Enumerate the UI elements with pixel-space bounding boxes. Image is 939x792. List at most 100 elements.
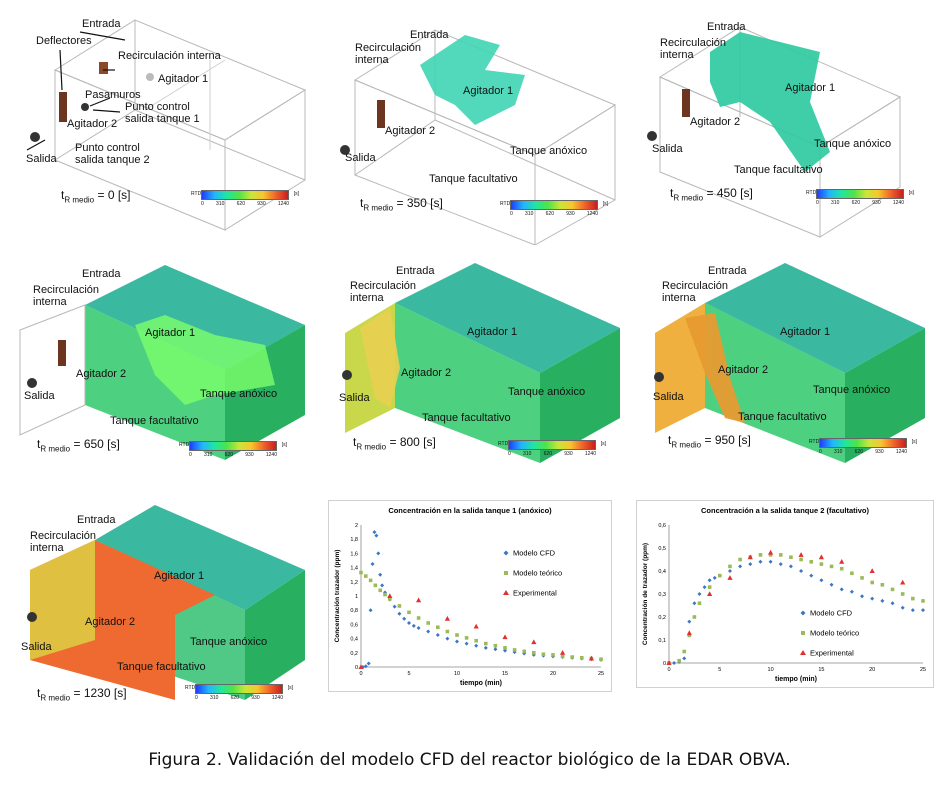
label-deflectores: Deflectores (36, 35, 92, 47)
legend-label: Experimental (810, 649, 854, 658)
data-point (880, 583, 885, 587)
label-entrada: Entrada (707, 21, 746, 33)
data-point (702, 585, 707, 590)
data-point (666, 660, 672, 665)
data-point (368, 578, 373, 583)
y-tick-label: 0,6 (658, 523, 666, 529)
data-point (370, 562, 375, 567)
data-point (738, 564, 743, 569)
data-point (798, 552, 804, 557)
data-point (890, 587, 895, 592)
data-point (819, 562, 824, 566)
data-point (599, 657, 603, 661)
data-point (416, 625, 421, 630)
data-point (378, 588, 382, 593)
data-point (839, 566, 844, 571)
label-entrada: Entrada (396, 265, 435, 277)
y-tick-label: 0,3 (658, 592, 666, 598)
data-point (900, 592, 905, 596)
rtd-colorbar: RTD [s] 0 310 620 930 1240 (806, 189, 914, 206)
data-point (364, 574, 368, 578)
y-axis-label: Concentración trazador (ppm) (334, 550, 341, 643)
data-point (374, 533, 379, 538)
data-point (860, 576, 864, 580)
x-axis-label: tiempo (min) (775, 676, 817, 683)
x-tick-label: 15 (502, 671, 508, 677)
data-point (560, 654, 565, 659)
data-point (380, 583, 385, 588)
data-point (911, 596, 915, 601)
x-tick-label: 5 (718, 667, 721, 673)
data-point (707, 585, 712, 589)
data-point (416, 597, 422, 603)
data-point (541, 652, 546, 657)
data-point (768, 553, 773, 557)
panel-t0: Entrada Deflectores Recirculación intern… (15, 10, 315, 240)
label-agitador1: Agitador 1 (463, 85, 514, 97)
legend-label: Modelo teórico (513, 569, 562, 578)
data-point (387, 593, 393, 598)
label-agitador1: Agitador 1 (145, 327, 196, 339)
label-agitador2: Agitador 2 (718, 364, 769, 376)
data-point (921, 599, 925, 603)
legend-label: Modelo CFD (810, 609, 853, 618)
data-point (532, 651, 536, 655)
data-point (483, 645, 488, 650)
data-point (738, 557, 742, 562)
data-point (484, 641, 488, 646)
label-tanque-anoxico: Tanque anóxico (814, 138, 892, 150)
data-point (473, 623, 479, 629)
panel-t650: Entrada Recirculación interna Agitador 1… (15, 255, 315, 485)
label-agitador2: Agitador 2 (76, 368, 127, 380)
x-axis-label: tiempo (min) (460, 680, 502, 687)
x-tick-label: 5 (407, 671, 410, 677)
panel-t450: Entrada Recirculación interna Agitador 1… (630, 12, 930, 242)
data-point (359, 570, 363, 575)
data-point (682, 649, 687, 654)
y-tick-label: 0,2 (350, 651, 358, 657)
chart-svg: Concentración en la salida tanque 1 (anó… (334, 506, 604, 687)
data-point (869, 568, 875, 573)
data-point (697, 592, 702, 596)
data-point (788, 564, 793, 569)
data-point (692, 615, 697, 619)
data-point (712, 575, 717, 580)
label-recirculacion: Recirculación interna (662, 280, 729, 304)
label-entrada: Entrada (77, 514, 116, 526)
data-point (849, 589, 854, 594)
y-tick-label: 0,6 (350, 622, 358, 628)
label-recirculacion: Recirculación interna (350, 280, 417, 304)
label-tanque-facultativo: Tanque facultativo (738, 411, 827, 423)
data-point (445, 636, 450, 641)
data-point (560, 650, 566, 655)
y-tick-label: 0,4 (658, 569, 666, 575)
data-point (376, 551, 381, 556)
label-agitador1: Agitador 1 (158, 73, 209, 85)
time-label: tR medio = 0 [s] (61, 188, 131, 205)
legend-label: Modelo teórico (810, 629, 859, 638)
data-point (588, 655, 594, 661)
data-point (697, 601, 702, 605)
rtd-colorbar: RTD [s] 0 310 620 930 1240 (185, 684, 293, 701)
label-tanque-facultativo: Tanque facultativo (117, 661, 206, 673)
panel-t800: Entrada Recirculación interna Agitador 1… (330, 258, 630, 488)
label-salida: Salida (345, 152, 376, 164)
data-point (358, 664, 364, 669)
label-salida: Salida (26, 153, 57, 165)
data-point (426, 629, 431, 634)
legend-marker (503, 590, 509, 595)
data-point (799, 569, 804, 573)
label-entrada: Entrada (82, 18, 121, 30)
x-tick-label: 20 (550, 671, 556, 677)
chart-title: Concentración a la salida tanque 2 (facu… (701, 506, 869, 515)
rtd-colorbar: RTD [s] 0 310 620 930 1240 (498, 440, 606, 457)
panel-t950: Entrada Recirculación interna Agitador 1… (635, 258, 935, 488)
y-tick-label: 1 (355, 594, 358, 600)
time-label: tR medio = 800 [s] (353, 435, 436, 452)
data-point (910, 608, 915, 613)
data-point (455, 633, 459, 637)
data-point (474, 643, 479, 648)
x-tick-label: 15 (818, 667, 824, 673)
data-point (580, 655, 584, 660)
data-point (818, 554, 824, 560)
